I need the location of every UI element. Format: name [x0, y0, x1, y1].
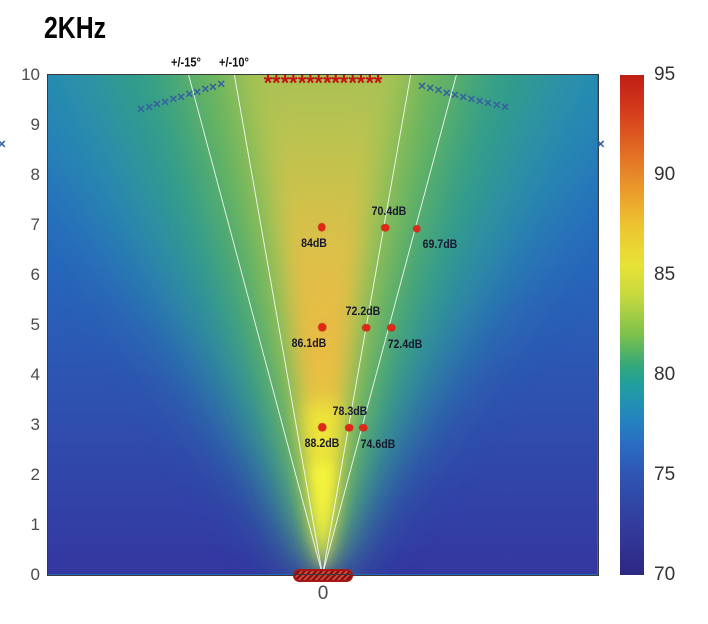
sound-source-marker: [293, 569, 353, 582]
y-tick-label: 3: [30, 415, 40, 434]
y-tick-label: 0: [30, 565, 40, 584]
y-tick-label: 4: [30, 365, 40, 384]
x-tick-label: 0: [317, 583, 329, 604]
colorbar-tick-label: 70: [654, 564, 676, 585]
y-tick-label: 6: [30, 265, 40, 284]
plot-area: [47, 74, 599, 576]
x-marker-outlier: ×: [0, 135, 6, 152]
colorbar-tick-label: 90: [654, 164, 676, 185]
y-tick-label: 1: [30, 515, 40, 534]
y-tick-label: 5: [30, 315, 40, 334]
colorbar-tick-label: 80: [654, 364, 676, 385]
figure-title: 2KHz: [44, 10, 107, 45]
bottom-axis-overlap-line: [293, 573, 353, 576]
colorbar-gradient: [620, 75, 644, 575]
y-tick-label: 2: [30, 465, 40, 484]
colorbar-tick-label: 85: [654, 264, 676, 285]
y-tick-label: 9: [30, 115, 40, 134]
colorbar-tick-label: 95: [654, 64, 676, 85]
colorbar-tick-label: 75: [654, 464, 676, 485]
y-tick-label: 7: [30, 215, 40, 234]
y-tick-label: 8: [30, 165, 40, 184]
angle-label: +/-10°: [219, 54, 249, 70]
y-tick-label: 10: [21, 65, 40, 84]
angle-label: +/-15°: [171, 54, 201, 70]
heatmap-field: [48, 75, 597, 574]
